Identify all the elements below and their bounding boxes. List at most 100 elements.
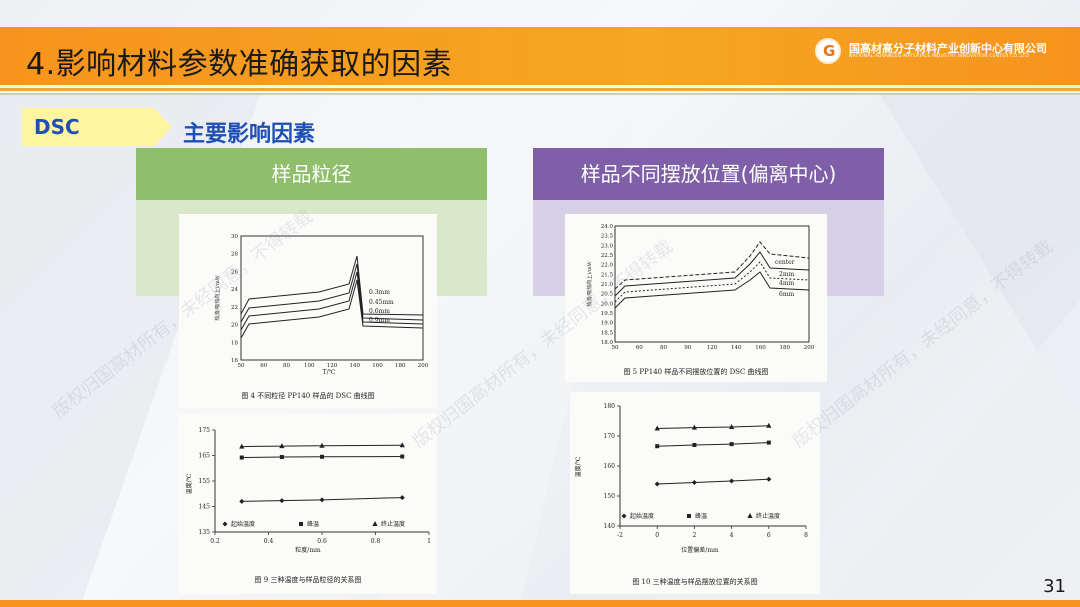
fig10-ytick: 170 <box>604 433 616 440</box>
fig9-point <box>399 442 405 448</box>
fig9-series-line <box>241 444 403 448</box>
page-title: 4.影响材料参数准确获取的因素 <box>26 47 453 82</box>
fig10-legend-marker <box>621 513 627 519</box>
fig10-legend-marker <box>687 514 691 518</box>
fig10-point <box>691 424 697 430</box>
fig5-xtick: 90 <box>684 345 691 351</box>
fig5-xtick: 60 <box>636 345 643 351</box>
fig10-xlabel: 位置偏差/mm <box>681 546 719 554</box>
fig5-xtick: 160 <box>755 345 766 351</box>
fig9-xtick: 0.2 <box>210 538 220 545</box>
fig5-ytick: 20.5 <box>601 292 614 298</box>
fig10-legend-0: 起始温度 <box>630 512 654 520</box>
fig4-label-1: 0.45mm <box>369 299 394 306</box>
fig9-legend-2: 终止温度 <box>381 520 405 528</box>
fig9-xtick: 1 <box>427 538 431 545</box>
fig10-ytick: 180 <box>604 403 616 410</box>
title-underline <box>0 88 1080 91</box>
fig10-series-line <box>657 442 769 447</box>
fig5-ytick: 23.0 <box>601 243 614 249</box>
fig10-xtick: 4 <box>730 532 734 539</box>
fig10-xtick: 8 <box>804 532 808 539</box>
page-number: 31 <box>1043 576 1066 597</box>
fig10-point <box>691 480 697 485</box>
figure-4: 30 28 26 24 22 20 18 16 50 60 80 100 120 140 160 180 200… <box>179 214 437 408</box>
fig9-legend-marker <box>222 521 228 527</box>
fig4-ytick: 28 <box>231 252 238 258</box>
fig10-legend-1: 峰温 <box>695 512 707 520</box>
fig4-ytick: 16 <box>231 358 238 364</box>
fig5-ylabel: 热流(吸热向上)/mW <box>586 260 593 306</box>
fig10-point <box>655 444 660 449</box>
fig9-ytick: 175 <box>199 427 211 434</box>
fig5-caption: 图 5 PP140 样品不同摆放位置的 DSC 曲线图 <box>623 367 768 376</box>
fig4-ytick: 18 <box>231 340 238 346</box>
fig10-series-line <box>657 425 769 429</box>
fig5-ytick: 24.0 <box>601 224 614 230</box>
fig9-point <box>319 442 325 448</box>
fig9-point <box>239 498 245 504</box>
logo-cn-name: 国高材高分子材料产业创新中心有限公司 <box>849 42 1047 55</box>
fig5-xtick: 120 <box>707 345 718 351</box>
fig4-xtick: 140 <box>350 363 361 369</box>
figure-9: 135 145 155 165 175 0.2 0.4 0.6 0.8 1 粒度/mm 温度/℃ … <box>179 414 437 594</box>
fig10-xtick: 2 <box>692 532 696 539</box>
fig9-series-line <box>241 456 403 459</box>
fig4-ytick: 24 <box>231 287 238 293</box>
fig4-xtick: 200 <box>418 363 429 369</box>
fig9-point <box>279 498 285 504</box>
fig10-point <box>766 476 772 482</box>
fig5-ytick: 21.5 <box>601 272 614 278</box>
fig4-xtick: 100 <box>304 363 315 369</box>
fig5-ytick: 19.5 <box>601 311 614 317</box>
fig4-xtick: 120 <box>327 363 338 369</box>
fig10-point <box>766 422 772 428</box>
fig9-ylabel: 温度/℃ <box>185 473 193 494</box>
fig5-ytick: 22.0 <box>601 263 614 269</box>
fig10-xtick: -2 <box>617 532 623 539</box>
fig9-xlabel: 粒度/mm <box>295 546 321 554</box>
fig9-point <box>239 455 244 460</box>
fig4-label-2: 0.6mm <box>369 308 390 315</box>
figure-10: 140 150 160 170 180 -2 0 2 4 6 8 位置偏差/mm 温度/℃ 起始温度… <box>570 392 820 594</box>
fig9-point <box>279 455 284 460</box>
fig5-ytick: 18.0 <box>601 340 614 346</box>
fig4-ylabel: 热流(吸热向上)/mW <box>214 274 221 320</box>
fig4-ytick: 20 <box>231 323 238 329</box>
fig9-point <box>399 495 405 501</box>
fig9-point <box>319 497 325 503</box>
fig9-point <box>279 443 285 449</box>
fig5-xtick: 180 <box>780 345 791 351</box>
fig10-ytick: 160 <box>604 463 616 470</box>
fig10-ytick: 140 <box>604 523 616 530</box>
fig9-legend-0: 起始温度 <box>231 520 255 528</box>
fig5-xtick: 80 <box>660 345 667 351</box>
fig5-ytick: 23.5 <box>601 234 614 240</box>
fig10-ytick: 150 <box>604 493 616 500</box>
logo-mark-icon: G <box>815 38 841 64</box>
fig10-point <box>729 424 735 429</box>
fig5-ytick: 18.5 <box>601 330 614 336</box>
fig10-ylabel: 温度/℃ <box>574 456 582 477</box>
fig10-xtick: 0 <box>655 532 659 539</box>
fig10-point <box>654 425 660 431</box>
factor-title-particle-size: 样品粒径 <box>136 148 487 200</box>
fig10-point <box>654 481 660 487</box>
fig4-ytick: 30 <box>231 234 238 240</box>
fig4-xtick: 60 <box>260 363 267 369</box>
fig10-legend-2: 终止温度 <box>756 512 780 520</box>
fig5-label-2: 4mm <box>779 280 795 287</box>
fig5-label-3: 6mm <box>779 291 795 298</box>
factor-title-position: 样品不同摆放位置(偏离中心) <box>533 148 884 200</box>
fig9-legend-1: 峰温 <box>307 520 319 528</box>
fig10-point <box>729 442 734 447</box>
fig5-ytick: 21.0 <box>601 282 614 288</box>
fig9-ytick: 165 <box>199 453 211 460</box>
fig9-legend-marker <box>372 521 378 526</box>
fig4-caption: 图 4 不同粒径 PP140 样品的 DSC 曲线图 <box>241 391 374 400</box>
logo-en-name: NATIONAL ADVANCED MATERIALS INDUSTRY INN… <box>849 54 1030 59</box>
subtitle: 主要影响因素 <box>183 122 316 147</box>
title-bar: 4.影响材料参数准确获取的因素 <box>0 27 1080 91</box>
fig4-label-0: 0.3mm <box>369 289 390 296</box>
fig9-series-line <box>241 497 403 502</box>
